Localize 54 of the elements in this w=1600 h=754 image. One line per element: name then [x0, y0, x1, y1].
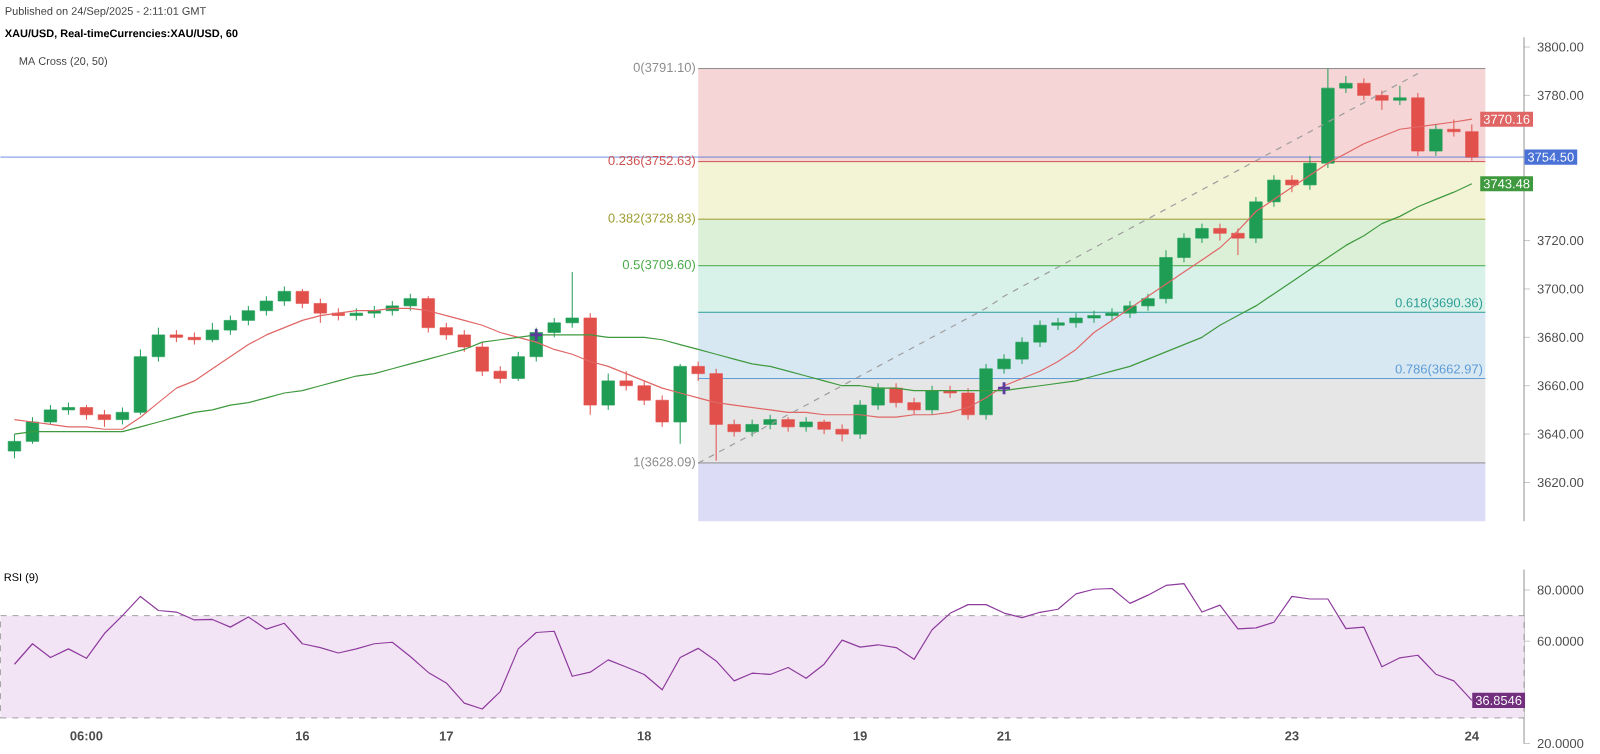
candlestick — [691, 360, 705, 381]
candlestick — [241, 305, 255, 326]
candlestick — [295, 288, 309, 309]
candlestick — [1303, 155, 1317, 190]
candlestick — [259, 295, 273, 316]
candlestick — [457, 329, 471, 352]
candlestick — [223, 314, 237, 336]
candlestick — [925, 384, 939, 415]
candlestick — [1159, 249, 1173, 304]
candlestick — [1357, 77, 1371, 101]
candlestick — [1465, 123, 1479, 161]
candlestick — [1249, 196, 1263, 244]
candlestick — [1429, 123, 1443, 157]
candlestick — [961, 387, 975, 420]
candlestick — [799, 416, 813, 432]
candlestick — [1285, 174, 1299, 193]
candlestick — [1195, 222, 1209, 244]
candlestick — [205, 321, 219, 343]
candlestick — [43, 404, 58, 425]
candlestick — [655, 394, 669, 427]
candlestick — [997, 353, 1011, 374]
candlestick — [277, 285, 291, 307]
candlestick — [1375, 89, 1389, 111]
candlestick — [889, 382, 903, 408]
candlestick — [25, 416, 40, 444]
candlestick — [1033, 319, 1047, 348]
candlestick — [565, 271, 579, 328]
candlestick — [853, 399, 867, 440]
candlestick — [1015, 336, 1029, 365]
candlestick — [1447, 118, 1461, 137]
candlestick — [7, 433, 22, 459]
candlestick — [1393, 84, 1407, 106]
candlestick — [421, 295, 435, 333]
candlestick — [619, 370, 633, 391]
candlestick — [1069, 312, 1083, 328]
candlestick — [475, 341, 489, 377]
candlestick — [313, 297, 327, 323]
candlestick — [1267, 174, 1281, 207]
candlestick — [151, 326, 166, 362]
candlestick — [601, 372, 615, 411]
candlestick — [1051, 317, 1065, 331]
candlestick — [1105, 307, 1119, 321]
candlestick — [1339, 75, 1353, 94]
candlestick — [1231, 227, 1245, 256]
candlestick — [1177, 232, 1191, 263]
candlestick — [1213, 222, 1227, 241]
candlestick — [637, 380, 651, 406]
candlestick — [979, 363, 993, 420]
candlestick — [871, 382, 885, 411]
candlestick — [547, 317, 561, 338]
candlestick — [763, 413, 777, 430]
candlestick — [511, 350, 525, 381]
candlestick — [1087, 309, 1101, 323]
candlestick — [835, 423, 849, 442]
